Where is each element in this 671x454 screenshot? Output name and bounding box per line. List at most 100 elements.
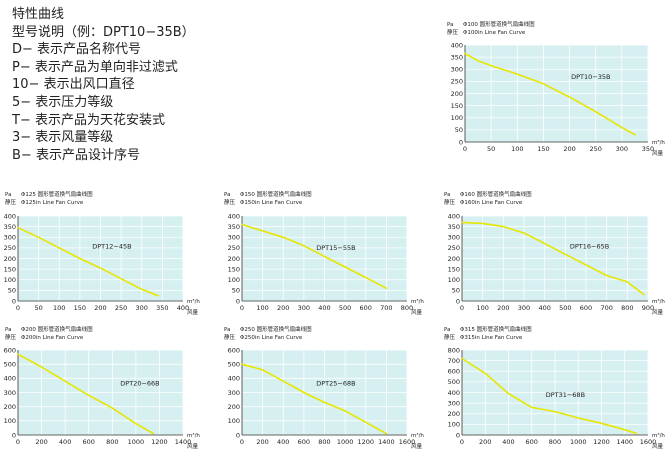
y-tick-label: 0 (456, 431, 460, 439)
chart-title-en: Φ250in Line Fan Curve (240, 335, 303, 341)
x-tick-label: 200 (35, 438, 47, 446)
fan-curve-line (464, 52, 636, 136)
x-tick-label: 600 (360, 304, 372, 312)
fan-curve-line (461, 221, 645, 296)
x-axis-label: 风量 (411, 309, 423, 316)
y-tick-label: 0 (12, 431, 16, 439)
x-tick-label: 250 (115, 304, 127, 312)
legend-item: D− 表示产品名称代号 (12, 42, 142, 58)
x-unit-label: m³/h (652, 432, 665, 439)
y-tick-label: 400 (228, 212, 240, 220)
chart-title-cn: Φ160 圆形管道换气扇曲线图 (460, 190, 532, 198)
x-tick-label: 600 (526, 438, 538, 446)
y-tick-label: 200 (451, 90, 463, 98)
x-tick-label: 1600 (640, 438, 657, 446)
x-unit-label: m³/h (411, 298, 424, 305)
x-axis-label: 风量 (411, 443, 423, 450)
y-tick-label: 100 (451, 114, 463, 122)
x-tick-label: 200 (497, 304, 509, 312)
x-tick-label: 500 (339, 304, 351, 312)
chart-title-en: Φ315in Line Fan Curve (460, 335, 523, 341)
x-tick-label: 350 (642, 145, 654, 153)
x-tick-label: 0 (240, 304, 244, 312)
y-tick-label: 500 (228, 360, 240, 368)
legend-item: 3− 表示风量等级 (12, 130, 114, 146)
y-tick-label: 300 (448, 234, 460, 242)
x-axis-label: 风量 (652, 443, 664, 450)
y-unit-label: Pa (5, 192, 11, 198)
y-axis-label: 静压 (224, 333, 236, 341)
y-tick-label: 600 (228, 346, 240, 354)
x-axis-label: 风量 (652, 150, 664, 157)
x-tick-label: 1200 (357, 438, 374, 446)
x-tick-label: 1200 (151, 438, 168, 446)
x-tick-label: 200 (277, 304, 289, 312)
chart-title-cn: Φ200 圆形管道换气扇曲线图 (21, 325, 93, 333)
x-tick-label: 100 (256, 304, 268, 312)
chart-title-en: Φ200in Line Fan Curve (21, 335, 84, 341)
legend-item: 5− 表示压力等级 (12, 94, 114, 110)
fan-curve-line (241, 363, 388, 435)
y-axis-label: 静压 (224, 198, 236, 206)
y-tick-label: 500 (4, 360, 16, 368)
y-tick-label: 600 (448, 368, 460, 376)
y-tick-label: 600 (4, 346, 16, 354)
x-tick-label: 250 (590, 145, 602, 153)
y-tick-label: 500 (448, 378, 460, 386)
x-tick-label: 150 (537, 145, 549, 153)
x-tick-label: 1000 (128, 438, 145, 446)
model-label: DPT25−68B (316, 380, 355, 388)
y-tick-label: 0 (236, 431, 240, 439)
y-tick-label: 350 (448, 223, 460, 231)
y-tick-label: 350 (228, 223, 240, 231)
y-tick-label: 150 (228, 265, 240, 273)
model-label: DPT16−65B (570, 242, 609, 250)
y-tick-label: 100 (228, 276, 240, 284)
y-tick-label: 200 (228, 255, 240, 263)
x-tick-label: 200 (256, 438, 268, 446)
y-tick-label: 350 (451, 53, 463, 61)
legend-item: P− 表示产品为单向非过滤式 (12, 59, 178, 75)
x-unit-label: m³/h (187, 432, 200, 439)
chart-title-cn: Φ100 圆形管道换气扇曲线图 (463, 20, 535, 28)
x-tick-label: 600 (580, 304, 592, 312)
x-unit-label: m³/h (411, 432, 424, 439)
x-tick-label: 50 (487, 145, 495, 153)
fan-curve-line (241, 223, 388, 290)
y-tick-label: 300 (451, 66, 463, 74)
x-tick-label: 1400 (378, 438, 395, 446)
y-tick-label: 200 (4, 403, 16, 411)
x-tick-label: 500 (559, 304, 571, 312)
y-tick-label: 50 (455, 126, 463, 134)
y-tick-label: 0 (459, 138, 463, 146)
x-tick-label: 1400 (616, 438, 633, 446)
y-tick-label: 300 (228, 234, 240, 242)
chart-title-cn: Φ125 圆形管道换气扇曲线图 (21, 190, 93, 198)
y-tick-label: 400 (4, 375, 16, 383)
x-tick-label: 100 (53, 304, 65, 312)
y-tick-label: 300 (4, 389, 16, 397)
x-tick-label: 0 (463, 145, 467, 153)
x-tick-label: 1000 (337, 438, 354, 446)
y-axis-label: 静压 (5, 333, 17, 341)
chart-title-cn: Φ315 圆形管道换气扇曲线图 (460, 325, 532, 333)
x-axis-label: 风量 (652, 309, 664, 316)
x-tick-label: 1400 (175, 438, 192, 446)
y-tick-label: 300 (4, 234, 16, 242)
x-tick-label: 800 (318, 438, 330, 446)
y-tick-label: 300 (448, 399, 460, 407)
x-unit-label: m³/h (652, 139, 665, 146)
x-tick-label: 300 (616, 145, 628, 153)
y-tick-label: 200 (4, 255, 16, 263)
x-axis-label: 风量 (187, 309, 199, 316)
x-tick-label: 100 (511, 145, 523, 153)
y-tick-label: 100 (448, 421, 460, 429)
y-tick-label: 250 (448, 244, 460, 252)
